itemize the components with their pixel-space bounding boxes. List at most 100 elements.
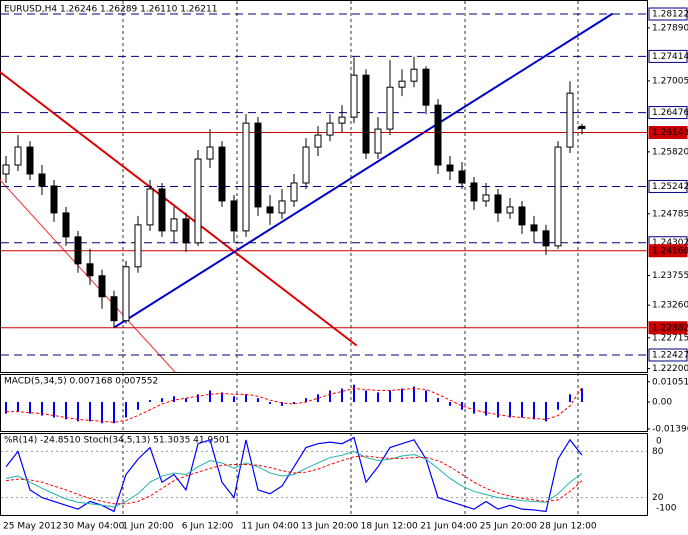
x-tick-label: 25 May 2012 [3,522,62,532]
candle-body [146,188,154,226]
level-label-box [648,106,688,120]
y-tick-label: 20 [652,493,664,503]
candle-body [14,146,22,166]
candle-body [218,146,226,202]
candle-body [374,128,382,154]
candle-body [182,218,190,244]
candle-body [26,146,34,175]
candle-body [410,68,418,82]
osc-line [5,450,583,508]
candle-body [230,200,238,232]
y-tick-label: 0.010515 [652,377,688,387]
candle-body [50,185,58,214]
candle-body [362,74,370,154]
y-tick-label: 1.22715 [652,333,688,343]
candle-body [2,164,10,175]
candle-body [74,236,82,265]
y-tick-label: 1.22200 [652,364,688,374]
macd-signal [6,387,583,423]
level-label-box [648,49,688,63]
candle-body [266,206,274,214]
candle-body [314,134,322,148]
level-label-box [648,7,688,21]
candle-body [542,230,550,247]
level-label: 1.22427 [652,350,688,360]
candle-body [470,182,478,202]
candle-body [86,263,94,277]
y-tick-label: 1.25820 [652,147,688,157]
x-tick-label: 25 Jun 20:00 [480,522,537,532]
blue-trendline [114,13,613,328]
level-label: 1.24302 [652,238,688,248]
y-tick-label: -0.01396 [652,424,688,434]
candle-body [206,146,214,160]
y2-tick-label: -100 [656,504,677,514]
candle-body [302,146,310,184]
candle-body [350,74,358,118]
level-label: 1.25242 [652,182,688,192]
level-label-box [648,321,688,335]
macd-panel-border [0,374,648,432]
candle-body [482,194,490,202]
candle-body [254,122,262,208]
x-tick-label: 28 Jun 12:00 [539,522,596,532]
osc-line [5,455,583,505]
candle-body [494,194,502,214]
price-panel-border [0,0,648,373]
y-tick-label: 1.23260 [652,301,688,311]
y-tick-label: 1.23755 [652,271,688,281]
candle-body [434,104,442,166]
osc-panel-border [0,433,648,516]
macd-header: MACD(5,34,5) 0.007168 0.007552 [4,377,158,387]
candle-body [62,212,70,238]
candle-body [554,146,562,247]
level-label-box [648,244,688,258]
candle-body [98,275,106,298]
candle-body [506,206,514,214]
level-label: 1.27414 [652,52,688,62]
level-label-box [648,348,688,362]
candle-body [458,170,466,184]
level-label: 1.26143 [652,128,688,138]
x-tick-label: 18 Jun 12:00 [361,522,418,532]
x-tick-label: 1 Jun 20:00 [122,522,174,532]
candle-body [578,125,586,129]
candle-body [446,164,454,172]
candle-body [110,296,118,322]
x-tick-label: 11 Jun 04:00 [241,522,298,532]
y-tick-label: 1.27890 [652,23,688,33]
y-tick-label: 0.00 [652,398,672,408]
candle-body [38,173,46,187]
x-tick-label: 6 Jun 12:00 [182,522,234,532]
x-tick-label: 21 Jun 04:00 [420,522,477,532]
candle-body [386,86,394,130]
candle-body [422,68,430,106]
candle-body [134,224,142,268]
candle-body [518,206,526,226]
y-tick-label: 80 [652,447,664,457]
level-label: 1.24168 [652,246,688,256]
red-trendline [0,71,357,346]
candle-body [290,182,298,202]
candle-body [278,200,286,214]
level-label-box [648,126,688,140]
candle-body [122,266,130,322]
frame [0,0,648,516]
candle-body [398,80,406,88]
candle-body [338,116,346,124]
price-header: EURUSD,H4 1.26246 1.26289 1.26110 1.2621… [4,5,217,15]
level-label-box [648,179,688,193]
x-tick-label: 30 May 04:00 [63,522,125,532]
level-label: 1.28122 [652,10,688,20]
candle-body [326,122,334,136]
osc-header: %R(14) -24.8510 Stoch(34,5,13) 51.3035 4… [4,436,230,446]
level-label: 1.26476 [652,108,688,118]
level-label: 1.22882 [652,323,688,333]
y-tick-label: 1.24785 [652,209,688,219]
y2-tick-label: 0 [656,437,662,447]
candle-body [566,92,574,148]
x-tick-label: 13 Jun 20:00 [301,522,358,532]
candle-body [158,188,166,232]
